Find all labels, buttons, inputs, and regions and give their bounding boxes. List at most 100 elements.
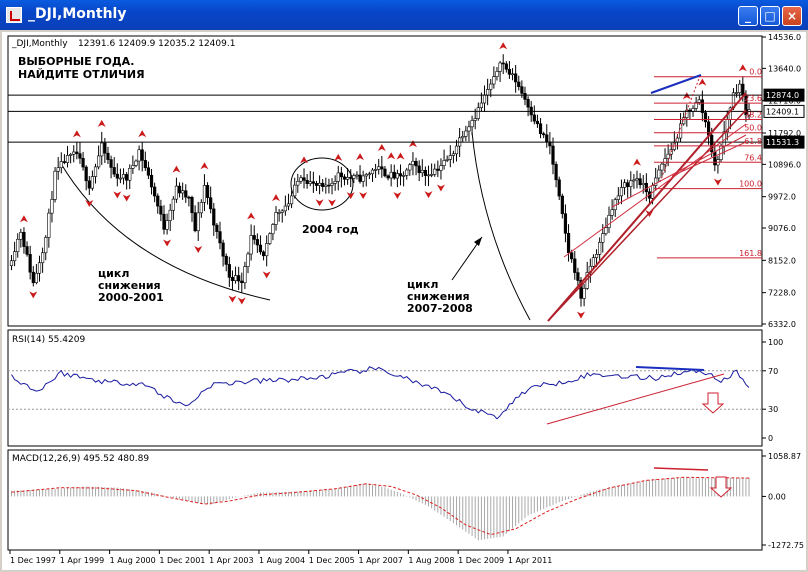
candle-body [81, 157, 85, 168]
candle-body [28, 254, 32, 273]
fractal-down-marker [346, 192, 355, 200]
fractal-up-marker [247, 212, 256, 220]
fractal-down-marker [393, 192, 402, 200]
candle-body [13, 251, 17, 262]
fractal-up-marker [633, 158, 642, 166]
x-tick-label: 1 Dec 1997 [10, 556, 56, 565]
candle-body [370, 169, 375, 175]
price-tick-label: 9076.0 [768, 224, 796, 233]
fib-level-label: 61.8 [744, 137, 762, 146]
candle-body [265, 243, 269, 257]
candle-body [489, 83, 493, 90]
chart-canvas[interactable]: _DJI,Monthly 12391.6 12409.9 12035.2 124… [2, 32, 806, 570]
candle-body [237, 275, 241, 282]
candle-body [626, 182, 630, 187]
cycle2-label-line1: цикл [407, 278, 438, 291]
price-tick-label: 10896.0 [768, 160, 801, 169]
title-bar[interactable]: _DJI,Monthly _ □ × [0, 0, 808, 30]
candle-body [90, 176, 95, 189]
candle-body [171, 198, 175, 211]
fib-level-label: 100.0 [739, 180, 762, 189]
fib-level-label: 38.2 [744, 111, 762, 120]
candle-body [289, 195, 294, 205]
fractal-up-marker [396, 152, 405, 160]
fractal-down-marker [315, 199, 324, 207]
candle-body [308, 181, 312, 184]
candle-body [635, 178, 639, 181]
candle-body [700, 99, 704, 113]
candle-body [75, 151, 79, 154]
candle-body [342, 176, 347, 180]
candle-body [622, 182, 627, 188]
macd-signal-line [11, 476, 750, 536]
candle-body [299, 177, 303, 182]
candle-body [97, 155, 101, 168]
candle-body [682, 117, 686, 125]
candle-body [249, 235, 253, 255]
fractal-up-marker [356, 153, 365, 161]
price-panel [7, 35, 763, 327]
macd-annotations [653, 467, 733, 498]
fractal-down-marker [85, 199, 94, 207]
candle-body [193, 212, 197, 232]
candle-body [143, 160, 147, 169]
candle-body [345, 177, 350, 180]
candle-body [131, 165, 135, 169]
candle-body [286, 203, 291, 207]
price-label-text: 12874.0 [766, 91, 799, 100]
candle-body [510, 73, 515, 76]
fractal-down-marker [228, 295, 237, 303]
candle-body [495, 71, 499, 77]
candle-body [333, 181, 337, 184]
candle-body [209, 197, 213, 210]
candle-body [675, 137, 680, 143]
price-labels: 12874.0 12409.1 11531.3 [763, 88, 805, 149]
rsi-annotations [546, 366, 725, 425]
candle-body [137, 149, 141, 162]
x-axis: 1 Dec 1997 1 Apr 1999 1 Aug 2000 1 Dec 2001… [9, 550, 552, 565]
candle-body [535, 120, 540, 125]
candle-body [202, 185, 207, 203]
candle-body [464, 130, 468, 137]
minimize-button[interactable]: _ [738, 6, 758, 26]
candle-body [62, 161, 67, 163]
candle-body [542, 133, 546, 136]
candle-body [196, 212, 200, 232]
candle-body [470, 120, 474, 128]
maximize-button[interactable]: □ [760, 6, 780, 26]
trendline-2 [547, 109, 747, 322]
rsi-top-line [635, 366, 705, 371]
candle-body [44, 237, 48, 254]
x-tick-label: 1 Aug 2008 [408, 556, 454, 565]
candle-body [199, 201, 203, 214]
candle-body [473, 118, 477, 121]
candle-body [629, 180, 633, 187]
price-label-text: 11531.3 [766, 138, 799, 147]
candle-body [657, 169, 661, 179]
price-tick-label: 11792.0 [768, 129, 801, 138]
fib-level-label: 161.8 [739, 249, 762, 258]
circle-2004 [290, 157, 354, 211]
fractal-up-marker [272, 194, 281, 202]
rsi-down-arrow-icon [701, 392, 725, 414]
candle-body [517, 81, 521, 87]
candle-body [638, 178, 642, 186]
macd-tick-label: -1272.75 [768, 541, 804, 550]
close-button[interactable]: × [782, 6, 802, 26]
candle-body [271, 224, 275, 235]
candle-body [100, 142, 104, 157]
candle-body [153, 186, 157, 197]
fractal-up-marker [300, 156, 309, 164]
fractal-down-marker [163, 239, 172, 247]
candle-body [386, 175, 390, 179]
x-tick-label: 1 Apr 2011 [508, 556, 552, 565]
candle-body [174, 185, 179, 200]
candle-body [184, 190, 188, 198]
candle-body [190, 197, 194, 214]
candle-body [339, 172, 343, 178]
candle-body [181, 190, 185, 194]
candle-body [433, 168, 437, 175]
candle-body [557, 179, 561, 197]
candle-body [445, 159, 449, 161]
fractal-up-marker [19, 215, 28, 223]
